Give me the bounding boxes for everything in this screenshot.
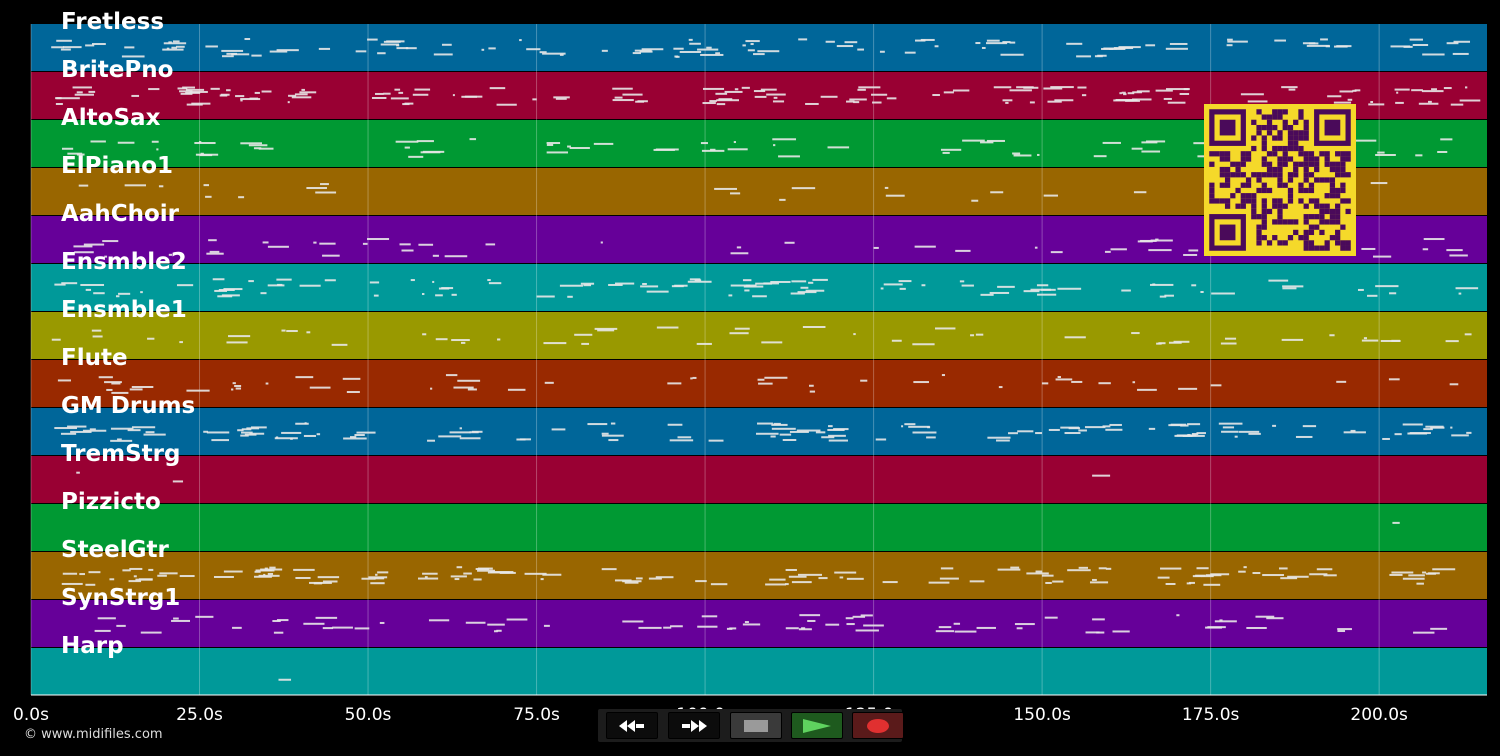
track-label: Pizzicto xyxy=(61,489,161,515)
tick-label: 25.0s xyxy=(176,705,223,725)
track-label: Fretless xyxy=(61,9,165,35)
track-label: GM Drums xyxy=(61,393,196,419)
transport-controls xyxy=(598,709,904,742)
track-label: AahChoir xyxy=(61,201,179,227)
play-icon xyxy=(803,718,831,733)
track-label: Flute xyxy=(61,345,128,371)
note-streaks xyxy=(51,38,1481,681)
track-lane xyxy=(31,312,1487,359)
track-label: Harp xyxy=(61,633,124,659)
track-label: Ensmble2 xyxy=(61,249,187,275)
qr-code-icon xyxy=(1204,104,1356,256)
tick-label: 50.0s xyxy=(344,705,392,725)
tick-label: 0.0s xyxy=(13,705,49,725)
track-label: SteelGtr xyxy=(61,537,169,563)
track-lane xyxy=(31,24,1487,71)
tick-label: 175.0s xyxy=(1181,705,1240,725)
track-lane xyxy=(31,504,1487,551)
stop-icon xyxy=(744,719,768,732)
tick-label: 200.0s xyxy=(1350,705,1408,725)
tick-label: 150.0s xyxy=(1013,705,1071,725)
track-lane xyxy=(31,648,1487,695)
fast-forward-button[interactable] xyxy=(668,712,720,739)
record-icon xyxy=(867,718,889,733)
copyright-text: © www.midifiles.com xyxy=(24,727,163,742)
track-label: TremStrg xyxy=(61,441,181,467)
stop-button[interactable] xyxy=(730,712,782,739)
record-button[interactable] xyxy=(852,712,904,739)
fast-forward-icon xyxy=(682,719,707,732)
track-lane xyxy=(31,408,1487,455)
track-label: Ensmble1 xyxy=(61,297,187,323)
track-label: BritePno xyxy=(61,57,174,83)
rewind-icon xyxy=(619,719,644,732)
track-label: AltoSax xyxy=(61,105,161,131)
tick-label: 75.0s xyxy=(513,705,560,725)
play-button[interactable] xyxy=(791,712,843,739)
rewind-button[interactable] xyxy=(606,712,658,739)
track-lane xyxy=(31,456,1487,503)
track-label: ElPiano1 xyxy=(61,153,174,179)
track-label: SynStrg1 xyxy=(61,585,181,611)
